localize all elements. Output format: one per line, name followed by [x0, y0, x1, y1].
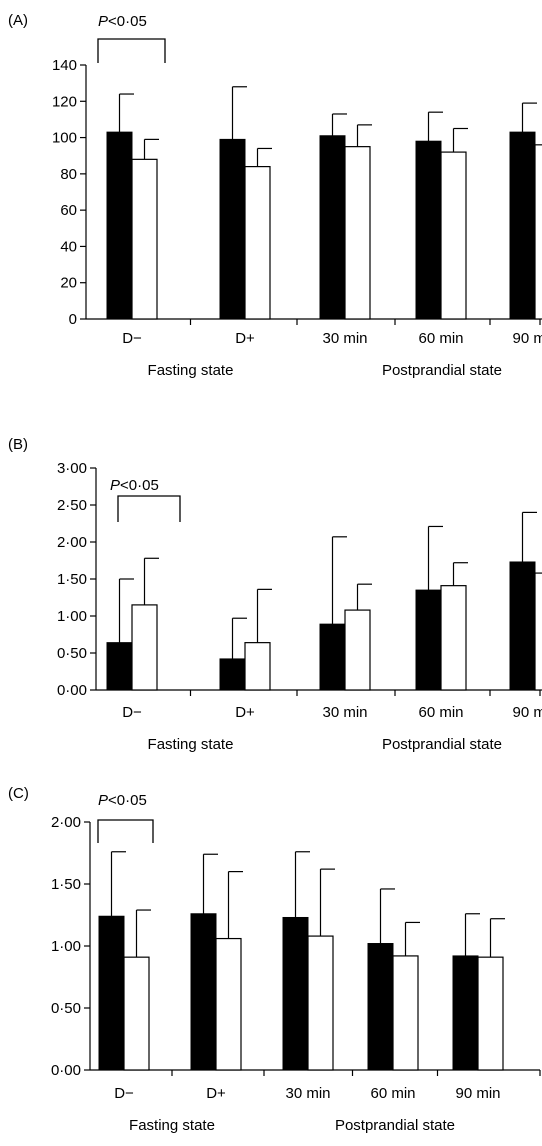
bar-white [307, 935, 334, 1071]
y-tick-label: 2·50 [57, 497, 87, 514]
bar-white [440, 151, 467, 320]
y-tick-label: 100 [52, 130, 77, 147]
bar-black [367, 943, 394, 1071]
bar-black [415, 589, 442, 691]
bar-black [509, 131, 536, 320]
x-tick-label: D+ [206, 1085, 226, 1102]
bar-white [123, 956, 150, 1071]
bar-white [344, 609, 371, 691]
y-tick-label: 1·50 [51, 876, 81, 893]
bar-black [106, 131, 133, 320]
x-tick-label: D− [122, 704, 142, 721]
bar-white [244, 166, 271, 320]
bar-black [319, 623, 346, 691]
chart-panel-b: (B) 0·00 0·50 1·00 1·50 2·00 2·50 3·00 D− D+ 30 mi… [8, 436, 542, 753]
x-tick-label: 30 min [322, 704, 367, 721]
x-tick-label: D− [114, 1085, 134, 1102]
x-tick-label: 90 min [455, 1085, 500, 1102]
group-label: Postprandial state [382, 736, 502, 753]
bar-black [415, 140, 442, 320]
y-tick-label: 60 [60, 202, 77, 219]
y-tick-label: 1·00 [57, 608, 87, 625]
bar-white [440, 585, 467, 691]
bar-black [452, 955, 479, 1071]
y-tick-label: 80 [60, 166, 77, 183]
y-tick-label: 20 [60, 275, 77, 292]
chart-panel-a: (A) 0 20 40 60 80 100 120 140 D− D+ 30 min 60 min 90 … [8, 12, 542, 379]
y-tick-label: 0 [69, 311, 77, 328]
x-tick-label: D+ [235, 704, 255, 721]
x-tick-label: 60 min [418, 330, 463, 347]
significance-label: P<0·05 [110, 477, 159, 494]
group-label: Fasting state [129, 1117, 215, 1134]
significance-value: <0·05 [108, 792, 147, 809]
bar-black [219, 138, 246, 320]
bar-white [534, 144, 542, 320]
panel-label: (B) [8, 436, 28, 453]
y-tick-label: 0·00 [57, 682, 87, 699]
bar-black [509, 561, 536, 691]
significance-p: P [98, 13, 108, 30]
x-tick-label: 60 min [370, 1085, 415, 1102]
y-tick-label: 1·50 [57, 571, 87, 588]
y-tick-label: 3·00 [57, 460, 87, 477]
significance-p: P [110, 477, 120, 494]
bar-white [534, 572, 542, 691]
bar-black [106, 642, 133, 691]
y-tick-label: 0·00 [51, 1062, 81, 1079]
bar-black [98, 915, 125, 1071]
significance-p: P [98, 792, 108, 809]
bar-white [344, 146, 371, 320]
significance-label: P<0·05 [98, 13, 147, 30]
bar-black [282, 916, 309, 1071]
significance-value: <0·05 [120, 477, 159, 494]
y-tick-label: 0·50 [51, 1000, 81, 1017]
group-label: Postprandial state [382, 362, 502, 379]
y-tick-label: 2·00 [57, 534, 87, 551]
x-tick-label: 30 min [322, 330, 367, 347]
x-tick-label: D− [122, 330, 142, 347]
bar-white [244, 642, 271, 691]
bar-black [219, 658, 246, 691]
y-tick-label: 0·50 [57, 645, 87, 662]
significance-bracket [97, 819, 154, 843]
group-label: Postprandial state [335, 1117, 455, 1134]
y-tick-label: 140 [52, 57, 77, 74]
significance-bracket [97, 38, 166, 63]
significance-bracket [117, 495, 181, 522]
chart-panel-c: (C) 0·00 0·50 1·00 1·50 2·00 D− D+ 30 min 60 min 9… [8, 785, 541, 1134]
y-tick-label: 40 [60, 238, 77, 255]
panel-label: (A) [8, 12, 28, 29]
y-tick-label: 1·00 [51, 938, 81, 955]
x-tick-label: 90 min [512, 330, 542, 347]
x-tick-label: 90 min [512, 704, 542, 721]
bar-white [131, 158, 158, 320]
bar-black [190, 913, 217, 1071]
bar-white [392, 955, 419, 1071]
x-tick-label: 60 min [418, 704, 463, 721]
panel-label: (C) [8, 785, 29, 802]
x-tick-label: D+ [235, 330, 255, 347]
group-label: Fasting state [148, 736, 234, 753]
y-tick-label: 120 [52, 93, 77, 110]
y-tick-label: 2·00 [51, 814, 81, 831]
bar-white [215, 937, 242, 1071]
bar-white [477, 956, 504, 1071]
bar-white [131, 604, 158, 691]
group-label: Fasting state [148, 362, 234, 379]
bar-black [319, 135, 346, 320]
significance-label: P<0·05 [98, 792, 147, 809]
x-tick-label: 30 min [285, 1085, 330, 1102]
significance-value: <0·05 [108, 13, 147, 30]
